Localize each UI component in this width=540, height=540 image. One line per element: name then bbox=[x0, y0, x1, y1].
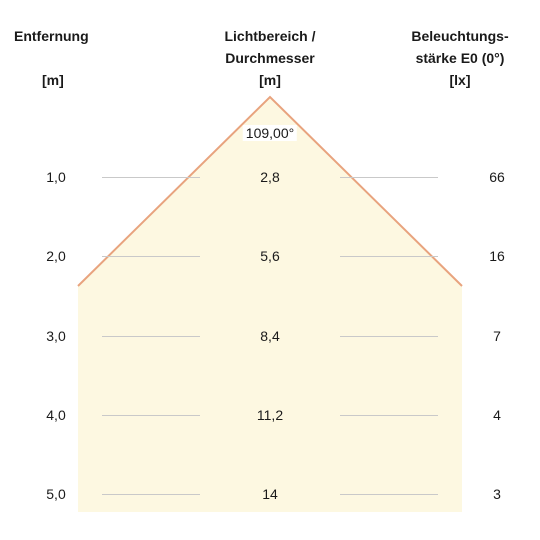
diameter-value: 8,4 bbox=[260, 328, 280, 344]
illuminance-value: 3 bbox=[493, 486, 501, 502]
guide-lines bbox=[102, 177, 438, 495]
diameter-header-unit: [m] bbox=[259, 72, 281, 88]
light-cone-edge bbox=[77, 95, 463, 287]
distance-value: 4,0 bbox=[46, 407, 66, 423]
illuminance-value: 16 bbox=[489, 248, 505, 264]
illuminance-value: 4 bbox=[493, 407, 501, 423]
diameter-value: 14 bbox=[262, 486, 278, 502]
distance-value: 5,0 bbox=[46, 486, 66, 502]
illuminance-header-line1: Beleuchtungs- bbox=[411, 28, 509, 44]
distance-value: 3,0 bbox=[46, 328, 66, 344]
illuminance-value: 7 bbox=[493, 328, 501, 344]
diameter-value: 2,8 bbox=[260, 169, 280, 185]
distance-header-unit: [m] bbox=[42, 72, 64, 88]
distance-header-title: Entfernung bbox=[14, 28, 89, 44]
diameter-value: 5,6 bbox=[260, 248, 280, 264]
illuminance-header-unit: [lx] bbox=[449, 72, 471, 88]
illuminance-header-line2: stärke E0 (0°) bbox=[415, 50, 505, 66]
beam-angle-label: 109,00° bbox=[242, 125, 298, 141]
distance-value: 2,0 bbox=[46, 248, 66, 264]
distance-value: 1,0 bbox=[46, 169, 66, 185]
diameter-header: Lichtbereich / Durchmesser [m] bbox=[210, 25, 330, 91]
diameter-value: 11,2 bbox=[256, 407, 284, 423]
distance-header: Entfernung [m] bbox=[14, 25, 89, 91]
light-cone-fill bbox=[78, 97, 462, 512]
diameter-header-line1: Lichtbereich / bbox=[224, 28, 316, 44]
diameter-header-line2: Durchmesser bbox=[225, 50, 315, 66]
illuminance-header: Beleuchtungs- stärke E0 (0°) [lx] bbox=[395, 25, 525, 91]
illuminance-value: 66 bbox=[489, 169, 505, 185]
